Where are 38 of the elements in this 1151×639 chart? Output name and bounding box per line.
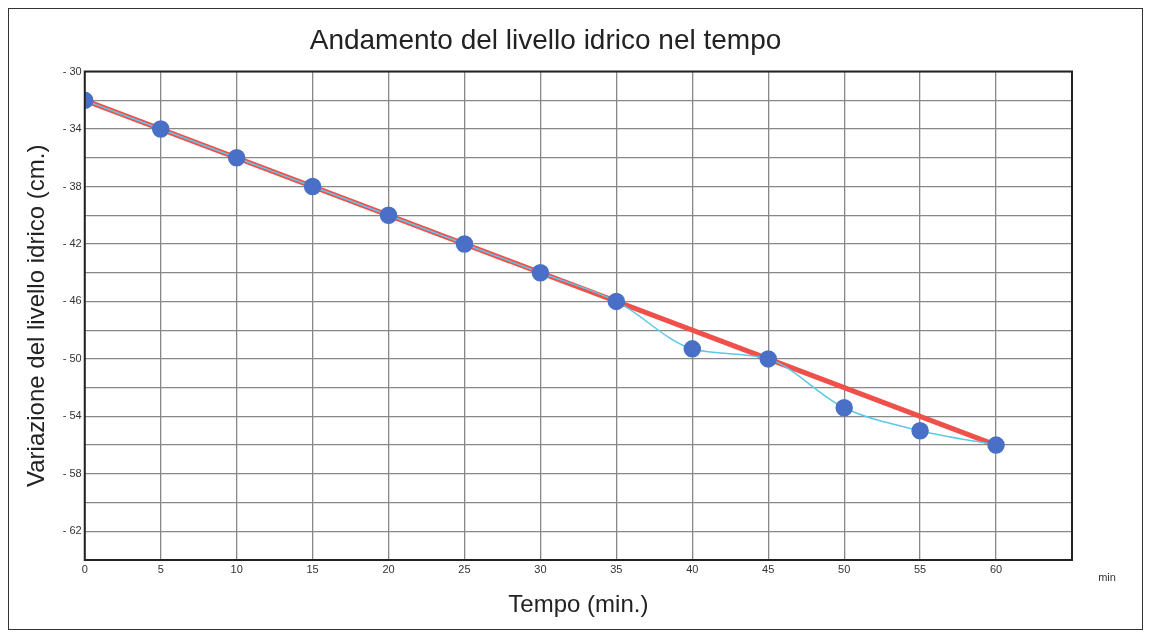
x-tick-label: 55 <box>913 562 927 575</box>
point <box>227 149 246 167</box>
x-tick-label: 20 <box>382 562 395 575</box>
chart-title: Andamento del livello idrico nel tempo <box>309 23 782 55</box>
x-tick-label: 5 <box>157 562 164 575</box>
point <box>759 350 777 368</box>
x-tick-label: 30 <box>534 562 547 575</box>
x-tick-label: 0 <box>81 562 88 575</box>
point <box>607 292 626 311</box>
x-axis-title: Tempo (min.) <box>508 590 649 618</box>
point <box>531 263 550 282</box>
x-tick-label: 15 <box>306 562 319 575</box>
point <box>835 398 853 417</box>
y-tick-label: - 30 <box>62 64 82 77</box>
x-tick-label: 45 <box>762 562 775 575</box>
y-tick-label: - 58 <box>62 466 82 479</box>
x-tick-label: 50 <box>838 562 851 575</box>
y-tick-label: - 62 <box>62 524 82 537</box>
point <box>987 436 1005 454</box>
y-tick-label: - 46 <box>62 294 82 307</box>
x-tick-label: 40 <box>686 562 699 575</box>
y-tick-label: - 54 <box>62 409 82 422</box>
text: min <box>1098 570 1116 583</box>
point <box>151 120 170 138</box>
x-tick-label: 60 <box>989 562 1003 575</box>
y-tick-label: - 38 <box>62 179 82 192</box>
x-tick-label: 35 <box>610 562 623 575</box>
y-axis-title: Variazione del livello idrico (cm.) <box>22 144 50 487</box>
y-tick-label: - 42 <box>62 237 82 250</box>
point <box>379 206 398 224</box>
x-tick-label: 25 <box>458 562 471 575</box>
y-tick-label: - 50 <box>62 351 82 364</box>
point <box>303 177 322 196</box>
point <box>911 421 929 440</box>
y-tick-label: - 34 <box>62 122 82 135</box>
x-tick-label: 10 <box>230 562 243 575</box>
point <box>683 340 702 358</box>
point <box>455 235 474 253</box>
